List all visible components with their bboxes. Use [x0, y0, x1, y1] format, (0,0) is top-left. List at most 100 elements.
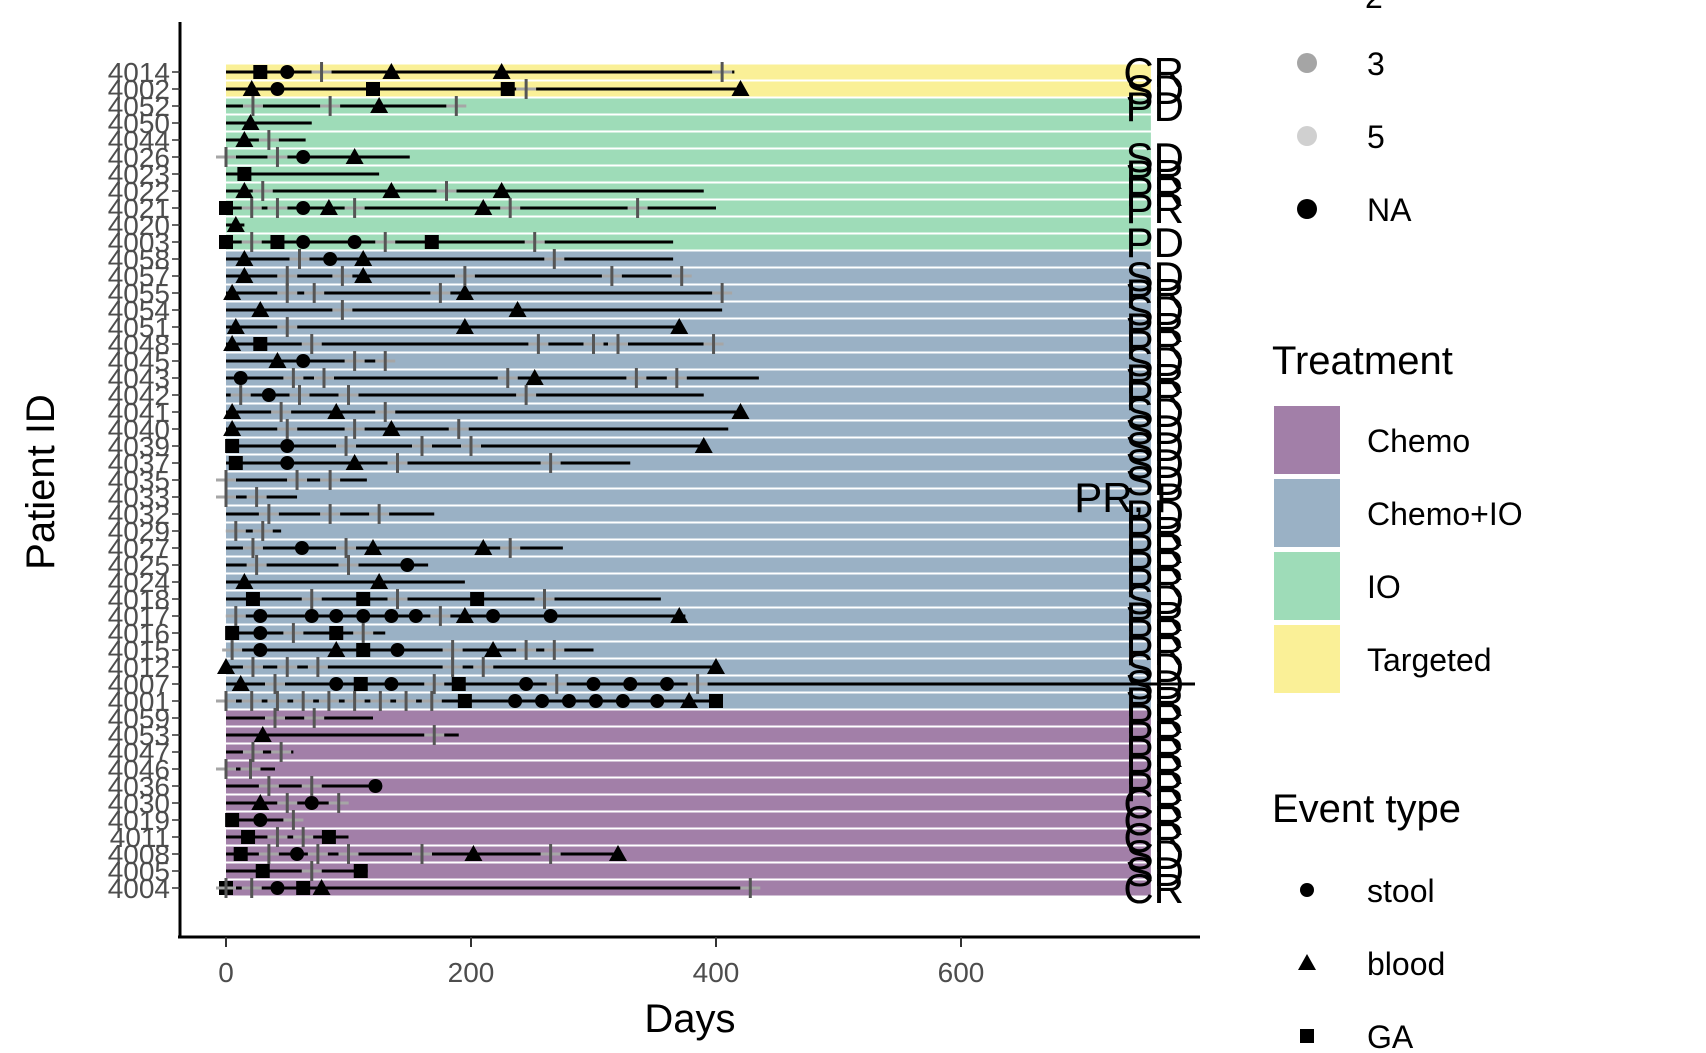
- event-cross: [267, 691, 288, 711]
- event-triangle: [474, 199, 493, 215]
- y-tick-label: 4052: [108, 91, 170, 122]
- event-square: [245, 592, 260, 606]
- event-cross: [540, 844, 561, 864]
- event-cross: [293, 827, 314, 847]
- event-square: [366, 82, 380, 96]
- event-cross: [241, 232, 262, 252]
- y-tick-label: 4018: [108, 584, 170, 615]
- response-label: PR: [1126, 627, 1184, 674]
- event-cross: [289, 249, 310, 269]
- event-circle: [615, 694, 630, 708]
- event-cross: [246, 555, 267, 575]
- treatment-bar: [226, 132, 1151, 148]
- event-cross: [703, 334, 724, 354]
- event-triangle: [382, 182, 401, 198]
- event-markers: [216, 62, 761, 898]
- event-cross: [353, 623, 374, 643]
- event-triangle: [327, 403, 346, 419]
- event-triangle: [484, 641, 503, 657]
- event-triangle: [223, 335, 242, 351]
- y-tick-label: 4023: [108, 159, 170, 190]
- event-cross: [687, 674, 708, 694]
- event-circle: [280, 65, 295, 79]
- event-circle: [253, 626, 268, 640]
- y-tick-label: 4011: [110, 822, 170, 853]
- response-label: SD: [1126, 644, 1184, 691]
- event-cross: [320, 470, 341, 490]
- event-circle: [347, 235, 362, 249]
- response-label: SD: [1126, 66, 1184, 113]
- y-tick-label: 4029: [108, 516, 170, 547]
- event-cross: [225, 521, 246, 541]
- treatment-bar: [226, 251, 1151, 267]
- event-triangle: [474, 539, 493, 555]
- event-triangle: [251, 794, 270, 810]
- response-label: PR: [1126, 372, 1184, 419]
- event-cross: [424, 725, 445, 745]
- y-tick-label: 4021: [108, 193, 170, 224]
- event-cross: [258, 776, 279, 796]
- y-tick-labels: 4004400540084011401940304036404640474053…: [108, 57, 180, 904]
- treatment-bar: [226, 115, 1151, 131]
- event-triangle: [242, 80, 261, 96]
- event-cross: [311, 62, 332, 82]
- event-cross: [267, 147, 288, 167]
- legend-label: IO: [1367, 569, 1401, 605]
- event-square: [255, 864, 270, 878]
- event-cross: [336, 538, 357, 558]
- event-cross: [344, 351, 365, 371]
- legends: 2 3 5 NA Treatment Chemo Chemo+IO IO Targeted Eve…: [1272, 0, 1523, 1053]
- event-circle: [329, 677, 344, 691]
- legend-label: Chemo: [1367, 423, 1470, 459]
- event-cross: [344, 198, 365, 218]
- y-tick-label: 4050: [108, 108, 170, 139]
- treatment-bar: [226, 557, 1151, 573]
- event-triangle: [345, 148, 364, 164]
- event-cross: [252, 181, 273, 201]
- treatment-bar: [226, 863, 1151, 879]
- event-circle: [660, 677, 674, 691]
- event-square: [356, 592, 371, 606]
- event-circle: [304, 609, 319, 623]
- response-label: CR: [1123, 814, 1184, 861]
- event-cross: [387, 589, 408, 609]
- event-cross: [421, 691, 442, 711]
- treatment-bar: [226, 455, 1151, 471]
- response-label: PR: [1126, 355, 1184, 402]
- legend-title-event-type: Event type: [1272, 787, 1461, 831]
- legend-swatch: [1274, 625, 1340, 693]
- y-tick-label: 4051: [108, 312, 170, 343]
- event-cross: [267, 198, 288, 218]
- event-square: [225, 626, 240, 640]
- event-square: [329, 626, 344, 640]
- event-square: [233, 847, 248, 861]
- y-tick-label: 4048: [108, 329, 170, 360]
- event-cross: [320, 504, 341, 524]
- event-cross: [516, 385, 537, 405]
- event-cross: [430, 606, 451, 626]
- response-label: PR: [1126, 508, 1184, 555]
- event-square: [225, 439, 240, 453]
- event-cross: [338, 555, 359, 575]
- event-cross: [712, 62, 733, 82]
- event-cross: [277, 657, 298, 677]
- response-label: PD: [1126, 491, 1184, 538]
- event-triangle: [464, 845, 483, 861]
- event-triangle: [235, 267, 254, 283]
- legend-key-circle: [1300, 883, 1314, 897]
- response-label: PR: [1126, 695, 1184, 742]
- event-triangle: [217, 658, 235, 674]
- event-triangle: [670, 318, 689, 334]
- legend-label: blood: [1367, 946, 1445, 982]
- event-cross: [473, 657, 494, 677]
- event-cross: [271, 402, 292, 422]
- event-triangle: [680, 692, 699, 708]
- treatment-bar: [226, 523, 1151, 539]
- event-square: [321, 830, 336, 844]
- event-cross: [338, 844, 359, 864]
- y-tick-label: 4036: [108, 771, 170, 802]
- event-triangle: [226, 318, 245, 334]
- y-tick-label: 4005: [108, 856, 170, 887]
- event-cross: [461, 436, 481, 456]
- response-label: SD: [1126, 389, 1184, 436]
